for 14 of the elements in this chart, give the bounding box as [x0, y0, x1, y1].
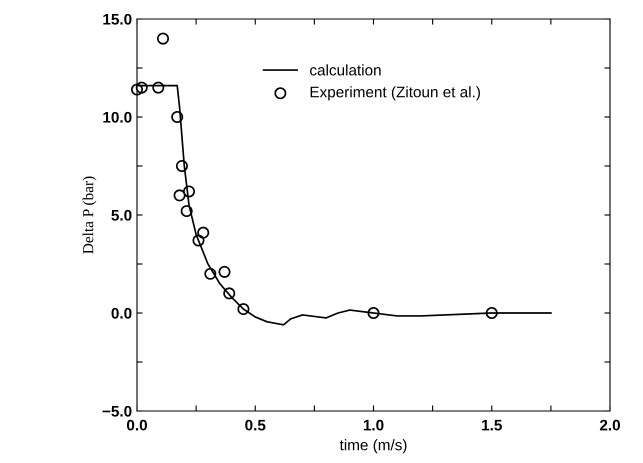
x-tick-label: 0.0	[126, 420, 147, 431]
y-tick-label: 0.0	[112, 308, 132, 319]
x-tick-label: 0.5	[245, 420, 266, 431]
legend-label: Experiment (Zitoun et al.)	[310, 86, 480, 100]
x-tick-label: 1.0	[364, 420, 384, 431]
legend-label: calculation	[310, 64, 381, 76]
y-tick-label: 5.0	[111, 210, 132, 221]
x-axis-title: time (m/s)	[340, 439, 406, 454]
x-tick-label: 1.5	[482, 420, 502, 431]
y-tick-label: −5.0	[102, 406, 132, 417]
y-axis-title: Delta P (bar)	[82, 176, 96, 254]
y-tick-label: 15.0	[103, 14, 132, 25]
x-tick-label: 2.0	[600, 420, 620, 431]
y-tick-label: 10.0	[103, 112, 132, 123]
